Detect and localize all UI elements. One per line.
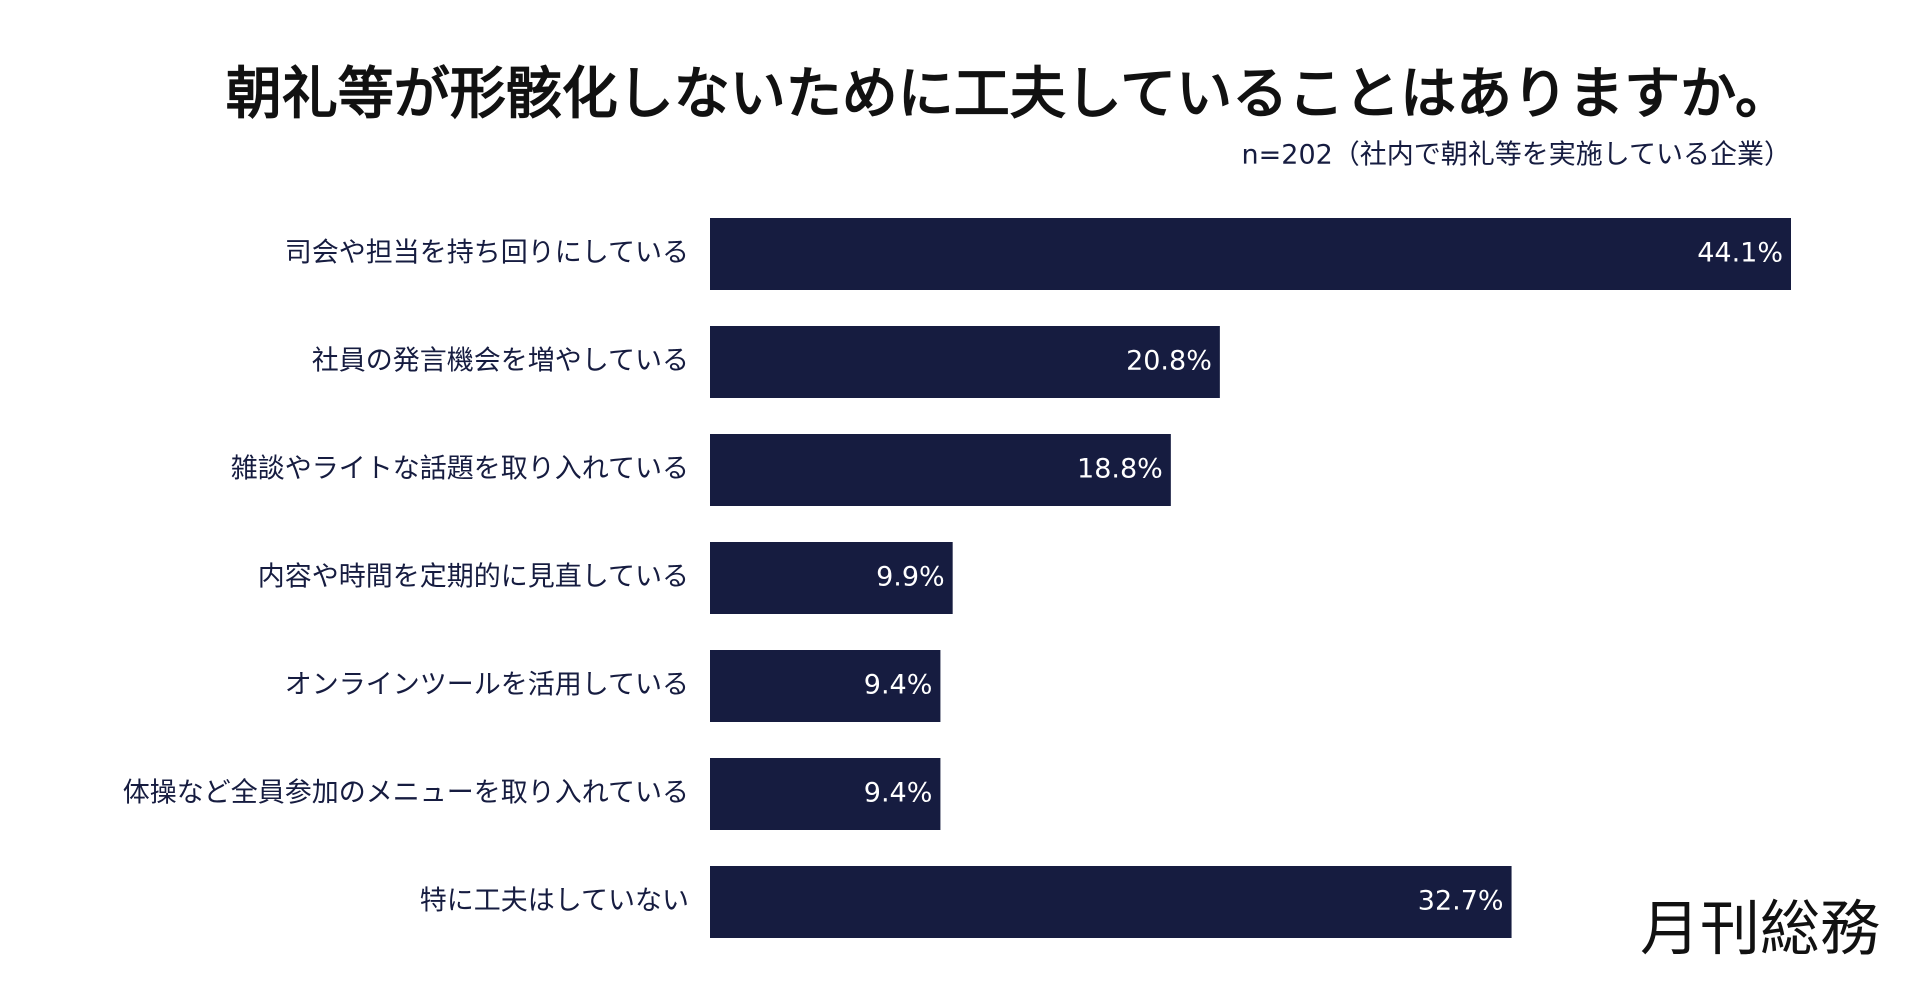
bar (710, 542, 953, 614)
category-label: 司会や担当を持ち回りにしている (285, 238, 689, 269)
value-label: 20.8% (1126, 346, 1212, 377)
value-label: 9.9% (876, 562, 945, 593)
value-label: 44.1% (1697, 238, 1783, 269)
value-label: 18.8% (1077, 454, 1163, 485)
bar (710, 650, 941, 722)
logo: 月刊総務 (1640, 895, 1880, 965)
category-label: オンラインツールを活用している (285, 670, 689, 701)
bar (710, 758, 941, 830)
value-label: 9.4% (864, 670, 933, 701)
category-label: 内容や時間を定期的に見直している (258, 562, 689, 593)
category-label: 社員の発言機会を増やしている (312, 346, 689, 377)
category-label: 雑談やライトな話題を取り入れている (231, 454, 689, 485)
category-label: 特に工夫はしていない (420, 886, 689, 917)
bar (710, 326, 1220, 398)
bar (710, 866, 1512, 938)
bar (710, 218, 1791, 290)
chart-title: 朝礼等が形骸化しないために工夫していることはありますか。 (226, 62, 1791, 127)
category-label: 体操など全員参加のメニューを取り入れている (123, 778, 689, 809)
value-label: 32.7% (1418, 886, 1504, 917)
chart-subtitle: n=202（社内で朝礼等を実施している企業） (1242, 140, 1791, 171)
bar (710, 434, 1171, 506)
value-label: 9.4% (864, 778, 933, 809)
